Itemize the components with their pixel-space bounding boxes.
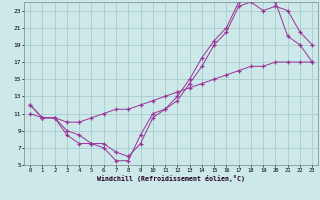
- X-axis label: Windchill (Refroidissement éolien,°C): Windchill (Refroidissement éolien,°C): [97, 175, 245, 182]
